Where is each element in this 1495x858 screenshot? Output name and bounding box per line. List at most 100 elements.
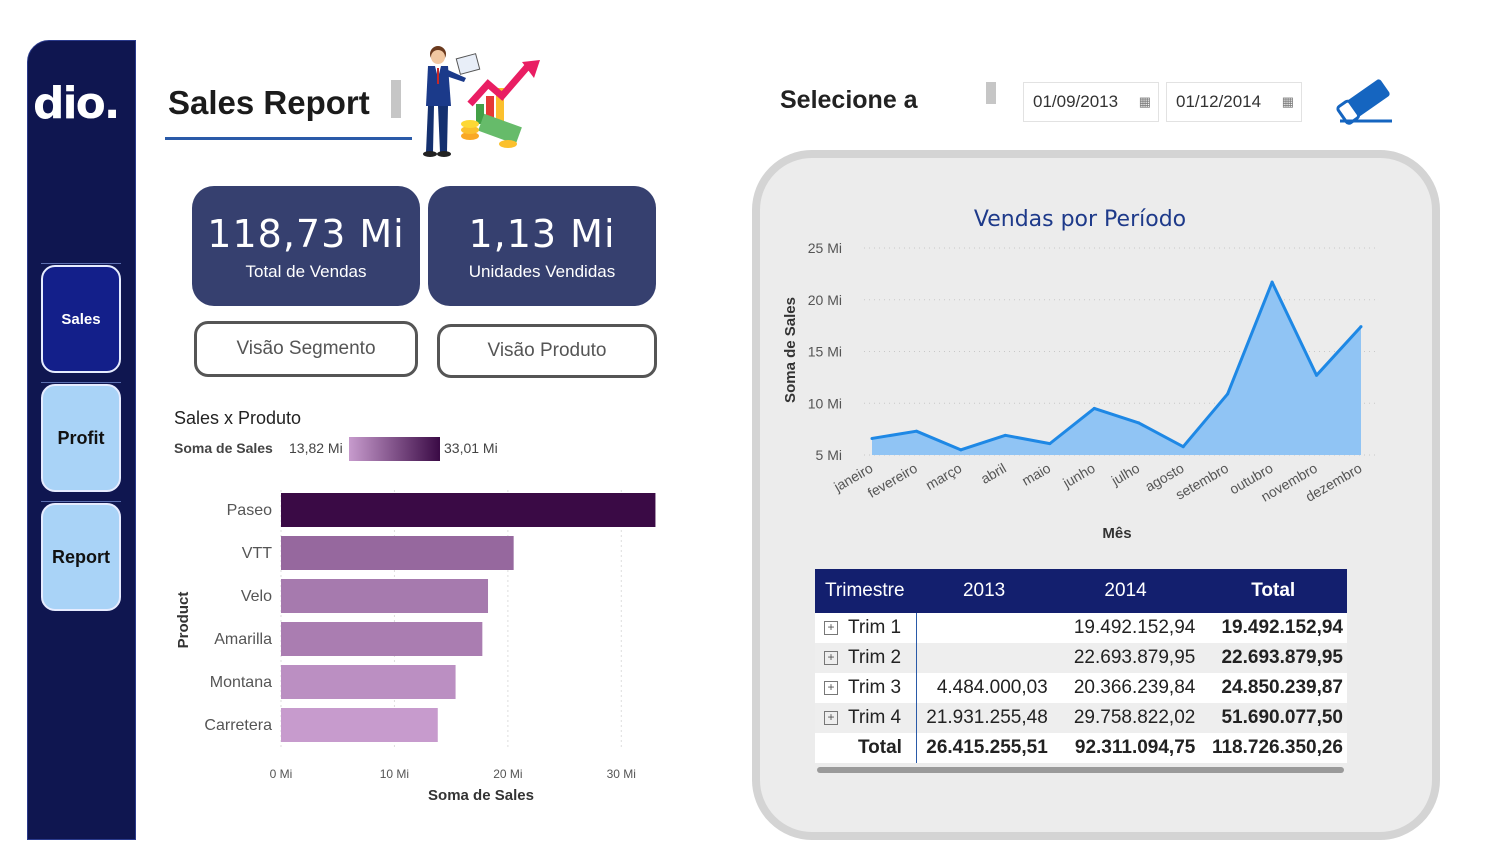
table-header-row: Trimestre 2013 2014 Total bbox=[815, 569, 1347, 613]
bar-vtt bbox=[281, 536, 514, 570]
category-label: Paseo bbox=[227, 502, 272, 519]
page-title: Sales Report bbox=[168, 84, 370, 121]
table-scrollbar[interactable] bbox=[817, 767, 1344, 773]
nav-separator bbox=[41, 501, 121, 502]
legend-min: 13,82 Mi bbox=[289, 440, 343, 456]
category-label: Velo bbox=[241, 588, 272, 605]
row-label-cell: + Trim 3 bbox=[815, 673, 917, 703]
nav-button-report[interactable]: Report bbox=[41, 503, 121, 611]
bar-paseo bbox=[281, 493, 656, 527]
cell-2014: 22.693.879,95 bbox=[1051, 643, 1200, 673]
cell-total: 24.850.239,87 bbox=[1199, 673, 1347, 703]
cell-2013: 21.931.255,48 bbox=[916, 703, 1052, 733]
quarter-matrix-table: Trimestre 2013 2014 Total + Trim 1 19.492… bbox=[815, 569, 1347, 763]
x-tick-label: maio bbox=[1019, 460, 1053, 489]
table-row: + Trim 4 21.931.255,48 29.758.822,02 51.6… bbox=[815, 703, 1347, 733]
row-label: Trim 2 bbox=[848, 647, 902, 668]
data-point bbox=[1137, 421, 1141, 425]
area-chart-title: Vendas por Período bbox=[974, 207, 1186, 232]
x-axis-title: Mês bbox=[1102, 525, 1131, 542]
table-row: + Trim 3 4.484.000,03 20.366.239,84 24.85… bbox=[815, 673, 1347, 703]
y-tick-label: 20 Mi bbox=[808, 292, 842, 308]
bar-chart-title: Sales x Produto bbox=[174, 408, 302, 428]
row-label-cell: + Trim 2 bbox=[815, 643, 917, 673]
calendar-icon[interactable]: ▦ bbox=[1281, 94, 1294, 109]
view-segmento-button[interactable]: Visão Segmento bbox=[194, 321, 418, 377]
y-tick-label: 10 Mi bbox=[808, 395, 842, 411]
date-end-value: 01/12/2014 bbox=[1176, 92, 1262, 111]
kpi-value: 118,73 Mi bbox=[207, 212, 405, 256]
data-point bbox=[1003, 433, 1007, 437]
cell-total: 118.726.350,26 bbox=[1199, 733, 1347, 763]
x-tick-label: abril bbox=[978, 460, 1009, 487]
nav-separator bbox=[41, 382, 121, 383]
series-line bbox=[871, 280, 1363, 452]
x-axis-title: Soma de Sales bbox=[428, 787, 534, 804]
row-label: Trim 4 bbox=[848, 707, 902, 728]
cell-2014: 19.492.152,94 bbox=[1051, 613, 1200, 643]
title-underline bbox=[165, 137, 412, 140]
expand-plus-icon[interactable]: + bbox=[824, 710, 838, 725]
date-start-value: 01/09/2013 bbox=[1033, 92, 1119, 111]
cell-2014: 29.758.822,02 bbox=[1051, 703, 1200, 733]
cell-2014: 92.311.094,75 bbox=[1051, 733, 1200, 763]
nav-button-sales[interactable]: Sales bbox=[41, 265, 121, 373]
view-produto-button[interactable]: Visão Produto bbox=[437, 324, 657, 378]
category-label: Montana bbox=[210, 674, 272, 691]
data-point bbox=[1092, 406, 1096, 410]
kpi-label: Total de Vendas bbox=[245, 262, 367, 281]
x-tick-label: fevereiro bbox=[865, 460, 920, 501]
category-label: Carretera bbox=[204, 717, 272, 734]
y-tick-label: 25 Mi bbox=[808, 240, 842, 256]
column-header[interactable]: Trimestre bbox=[815, 569, 917, 613]
eraser-icon[interactable] bbox=[1336, 76, 1396, 126]
cell-2014: 20.366.239,84 bbox=[1051, 673, 1200, 703]
dio-logo: dio. bbox=[33, 78, 121, 129]
row-label-cell: + Trim 1 bbox=[815, 613, 917, 643]
kpi-card-total-vendas: 118,73 Mi Total de Vendas bbox=[192, 186, 420, 306]
legend-gradient bbox=[349, 437, 440, 461]
expand-plus-icon[interactable]: + bbox=[824, 620, 838, 635]
x-tick-label: 30 Mi bbox=[607, 767, 636, 781]
series-area bbox=[872, 282, 1361, 455]
title-accent-bar bbox=[391, 80, 401, 118]
data-point bbox=[1226, 392, 1230, 396]
bar-carretera bbox=[281, 708, 438, 742]
x-tick-label: junho bbox=[1059, 460, 1098, 492]
legend-max: 33,01 Mi bbox=[444, 440, 498, 456]
area-chart-vendas-periodo: Vendas por Período 5 Mi 10 Mi 15 Mi 20 Mi 25 … bbox=[782, 207, 1379, 542]
expand-plus-icon[interactable]: + bbox=[824, 650, 838, 665]
x-tick-label: 0 Mi bbox=[270, 767, 293, 781]
column-header[interactable]: 2014 bbox=[1051, 569, 1200, 613]
kpi-card-unidades-vendidas: 1,13 Mi Unidades Vendidas bbox=[428, 186, 656, 306]
column-header[interactable]: Total bbox=[1199, 569, 1347, 613]
row-label: Trim 3 bbox=[848, 677, 902, 698]
cell-2013 bbox=[916, 643, 1052, 673]
column-header[interactable]: 2013 bbox=[916, 569, 1052, 613]
legend-label: Soma de Sales bbox=[174, 440, 273, 456]
bar-chart-sales-produto: 0 Mi 10 Mi 20 Mi 30 Mi Paseo VTT Velo Amarilla M… bbox=[175, 490, 656, 804]
x-tick-label: 20 Mi bbox=[493, 767, 522, 781]
x-tick-label: julho bbox=[1108, 460, 1143, 489]
category-label: Amarilla bbox=[214, 631, 272, 648]
slicer-accent-bar bbox=[986, 82, 996, 104]
calendar-icon[interactable]: ▦ bbox=[1138, 94, 1151, 109]
businessman-chart-icon bbox=[423, 46, 540, 157]
data-point bbox=[914, 429, 918, 433]
data-point bbox=[1315, 373, 1319, 377]
kpi-value: 1,13 Mi bbox=[468, 212, 616, 256]
bar-montana bbox=[281, 665, 456, 699]
table-row: + Trim 2 22.693.879,95 22.693.879,95 bbox=[815, 643, 1347, 673]
nav-separator bbox=[41, 263, 121, 264]
cell-total: 22.693.879,95 bbox=[1199, 643, 1347, 673]
table-total-row: Total 26.415.255,51 92.311.094,75 118.72… bbox=[815, 733, 1347, 763]
nav-button-profit[interactable]: Profit bbox=[41, 384, 121, 492]
bar-velo bbox=[281, 579, 489, 613]
data-point bbox=[959, 448, 963, 452]
y-tick-label: 15 Mi bbox=[808, 344, 842, 360]
expand-plus-icon[interactable]: + bbox=[824, 680, 838, 695]
cell-2013: 26.415.255,51 bbox=[916, 733, 1052, 763]
date-start-input[interactable]: 01/09/2013 ▦ bbox=[1023, 82, 1159, 122]
date-end-input[interactable]: 01/12/2014 ▦ bbox=[1166, 82, 1302, 122]
data-point bbox=[1359, 325, 1363, 329]
